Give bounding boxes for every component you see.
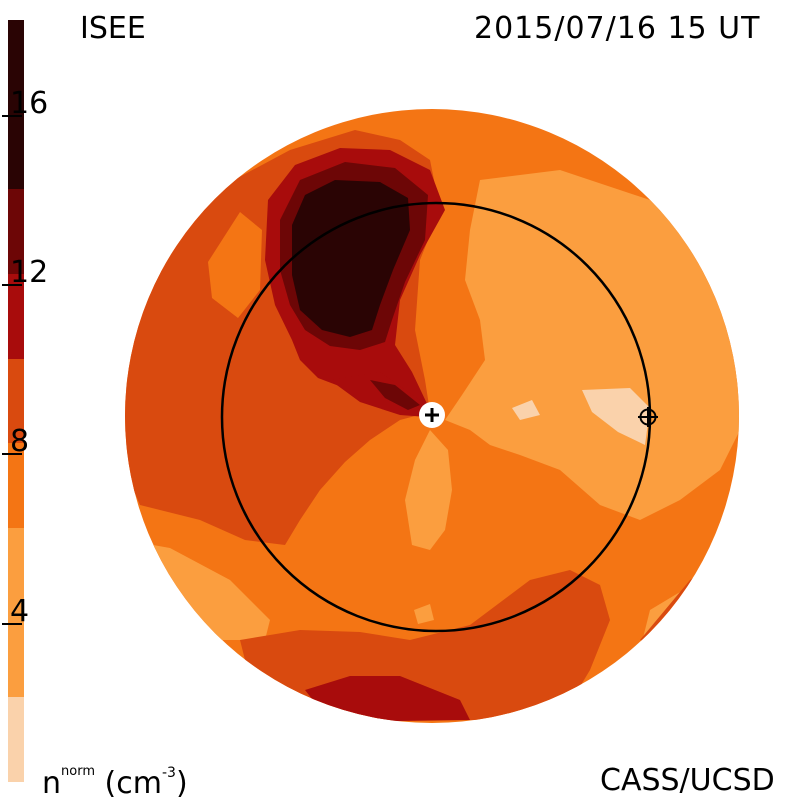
- colorbar-tick: [2, 284, 22, 286]
- earth-marker: [638, 407, 658, 427]
- colorbar-segment: [8, 20, 24, 190]
- timestamp-label: 2015/07/16 15 UT: [474, 11, 761, 46]
- density-region-light-blip: [414, 604, 434, 624]
- colorbar-tick-label: 8: [10, 424, 30, 460]
- colorbar-segment: [8, 443, 24, 528]
- quantity-unit-open: (cm: [95, 766, 162, 801]
- credit-label: CASS/UCSD: [600, 763, 775, 798]
- density-region-light-south: [405, 430, 452, 550]
- quantity-unit-close: ): [175, 766, 188, 801]
- colorbar-segment: [8, 358, 24, 444]
- density-region-west-patch: [208, 212, 262, 318]
- density-region-south-deep: [305, 676, 470, 722]
- density-region-palest-earth: [582, 388, 650, 445]
- quantity-base: n: [42, 766, 62, 801]
- density-region-darkest: [292, 180, 410, 337]
- density-region-palest-blip: [512, 400, 540, 420]
- colorbar-segment: [8, 273, 24, 359]
- quantity-label: nnorm (cm-3): [42, 765, 188, 799]
- colorbar-segment: [8, 527, 24, 698]
- quantity-unit-exponent: -3: [161, 765, 176, 781]
- density-region-darkred-tail: [370, 380, 420, 410]
- colorbar-segment: [8, 189, 24, 274]
- colorbar-segment: [8, 697, 24, 782]
- colorbar-tick-label: 16: [10, 85, 49, 121]
- colorbar-tick: [2, 622, 22, 625]
- colorbar-tick-label: 12: [10, 255, 49, 290]
- colorbar-tick: [2, 114, 22, 117]
- density-region-light-east: [445, 170, 739, 520]
- source-label: ISEE: [80, 11, 146, 46]
- colorbar-tick-label: 4: [10, 593, 30, 629]
- sun-marker: [419, 402, 445, 428]
- colorbar-tick: [2, 453, 22, 456]
- quantity-superscript: norm: [61, 764, 95, 779]
- colorbar: [8, 20, 24, 782]
